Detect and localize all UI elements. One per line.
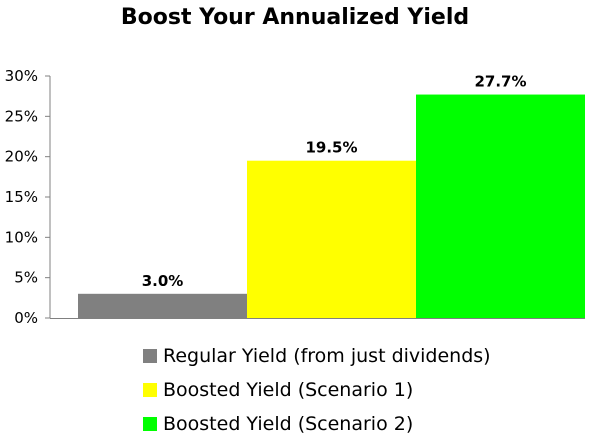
y-tick-label: 15% [5, 188, 38, 206]
y-tick-label: 5% [14, 269, 38, 287]
bar-boosted-yield-scenario-2 [416, 94, 585, 318]
legend-item-boosted-yield-scenario-1: Boosted Yield (Scenario 1) [143, 373, 491, 407]
legend-label-boosted-yield-scenario-2: Boosted Yield (Scenario 2) [163, 413, 414, 435]
y-tick-label: 10% [5, 228, 38, 246]
bar-regular-yield [78, 293, 247, 318]
legend-swatch-boosted-yield-scenario-2 [143, 417, 157, 431]
legend-swatch-boosted-yield-scenario-1 [143, 383, 157, 397]
bar-boosted-yield-scenario-1 [247, 160, 416, 318]
y-tick-label: 20% [5, 148, 38, 166]
y-tick-label: 30% [5, 67, 38, 85]
legend: Regular Yield (from just dividends) Boos… [143, 339, 491, 441]
y-tick-label: 0% [14, 309, 38, 327]
data-label: 27.7% [474, 73, 526, 91]
data-label: 3.0% [142, 272, 184, 290]
data-label: 19.5% [305, 139, 357, 157]
y-tick-label: 25% [5, 107, 38, 125]
legend-swatch-regular-yield [143, 349, 157, 363]
legend-item-regular-yield: Regular Yield (from just dividends) [143, 339, 491, 373]
legend-label-boosted-yield-scenario-1: Boosted Yield (Scenario 1) [163, 379, 414, 401]
legend-label-regular-yield: Regular Yield (from just dividends) [163, 345, 491, 367]
chart-title: Boost Your Annualized Yield [120, 5, 470, 30]
legend-item-boosted-yield-scenario-2: Boosted Yield (Scenario 2) [143, 407, 491, 441]
